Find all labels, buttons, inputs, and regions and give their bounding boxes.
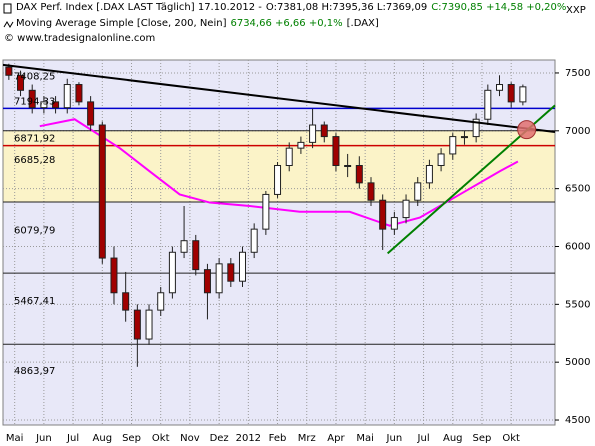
legend-icon (3, 21, 14, 28)
x-tick-label: Mrz (298, 433, 316, 444)
level-label: 4863,97 (14, 366, 55, 377)
candle-body (262, 193, 270, 230)
x-tick-label: Nov (180, 433, 200, 444)
candle-body (168, 251, 176, 294)
level-label: 6079,79 (14, 225, 55, 236)
candle-body (17, 74, 25, 91)
x-tick-label: Dez (210, 433, 229, 444)
x-tick-label: Aug (443, 433, 463, 444)
candle-body (507, 84, 515, 103)
candle-body (309, 124, 317, 143)
x-tick-label: Mai (6, 433, 24, 444)
trendline (2, 63, 556, 133)
candle-body (496, 84, 504, 91)
x-tick-label: Jul (417, 433, 430, 444)
candle-body (367, 182, 375, 201)
legend-text: DAX Perf. Index [.DAX LAST Täglich] 17.1… (16, 2, 262, 13)
legend-text: 6734,66 +6,66 +0,1% (230, 18, 343, 29)
y-tick-label: 4500 (565, 415, 590, 426)
x-tick-label: Apr (327, 433, 345, 444)
y-tick-label: 6000 (565, 241, 590, 252)
y-tick-label: 7500 (565, 68, 590, 79)
candle-body (98, 124, 106, 259)
plot-area (2, 59, 556, 426)
candle-body (402, 199, 410, 219)
candle-body (133, 309, 141, 340)
level-label: 7194,33 (14, 96, 55, 107)
candle-body (437, 153, 445, 167)
candle-body (180, 240, 188, 253)
candle-body (320, 124, 328, 138)
candle-body (157, 292, 165, 311)
candle-body (519, 86, 527, 103)
candle-body (75, 84, 83, 103)
candle-body (414, 182, 422, 201)
legend-text: O:7381,08 H:7395,36 L:7369,09 (265, 2, 428, 13)
candle-body (63, 84, 71, 109)
candle-body (332, 136, 340, 167)
candle-body (145, 309, 153, 340)
candle-body (5, 66, 13, 76)
candle-body (28, 89, 36, 109)
candle-body (203, 269, 211, 294)
legend-text: Moving Average Simple [Close, 200, Nein] (16, 18, 227, 29)
candle-body (285, 147, 293, 167)
x-tick-label: Sep (122, 433, 141, 444)
corner-label: XXP (566, 5, 586, 16)
x-tick-label: Mai (356, 433, 374, 444)
candle-body (484, 89, 492, 120)
x-tick-label: Aug (93, 433, 113, 444)
x-tick-label: Jun (386, 433, 403, 444)
candle-body (40, 101, 48, 109)
y-tick-label: 6500 (565, 184, 590, 195)
candle-body (472, 118, 480, 138)
legend-line: Moving Average Simple [Close, 200, Nein]… (16, 18, 383, 29)
x-tick-label: Jul (66, 433, 79, 444)
x-tick-label: Feb (269, 433, 287, 444)
candle-body (122, 292, 130, 311)
legend-icon (3, 3, 12, 14)
candle-body (390, 217, 398, 230)
level-label: 6871,92 (14, 134, 55, 145)
candle-body (449, 136, 457, 155)
marker (517, 120, 537, 140)
x-tick-label: Okt (152, 433, 170, 444)
y-tick-label: 5000 (565, 357, 590, 368)
copyright: © www.tradesignalonline.com (4, 33, 156, 44)
x-tick-label: 2012 (236, 433, 261, 444)
level-label: 5467,41 (14, 296, 55, 307)
candle-body (52, 101, 60, 109)
legend-text: [.DAX] (346, 18, 379, 29)
candle-body (274, 165, 282, 195)
candle-body (250, 228, 258, 253)
candle-body (379, 199, 387, 230)
candle-body (227, 263, 235, 282)
candle-body (215, 263, 223, 294)
level-label: 6685,28 (14, 155, 55, 166)
moving-average (39, 118, 519, 227)
legend-line: DAX Perf. Index [.DAX LAST Täglich] 17.1… (16, 2, 570, 13)
x-tick-label: Okt (502, 433, 520, 444)
candle-body (460, 136, 468, 139)
candle-body (297, 141, 305, 149)
candle-body (355, 165, 363, 184)
y-tick-label: 7000 (565, 126, 590, 137)
candle-body (425, 165, 433, 184)
x-tick-label: Sep (473, 433, 492, 444)
legend-text: C:7390,85 +14,58 +0,20% (431, 2, 567, 13)
candle-body (238, 251, 246, 282)
candle-body (87, 101, 95, 126)
candle-body (344, 165, 352, 168)
candle-body (192, 240, 200, 271)
candle-body (110, 257, 118, 294)
y-tick-label: 5500 (565, 299, 590, 310)
level-label: 7408,25 (14, 72, 55, 83)
x-tick-label: Jun (35, 433, 52, 444)
